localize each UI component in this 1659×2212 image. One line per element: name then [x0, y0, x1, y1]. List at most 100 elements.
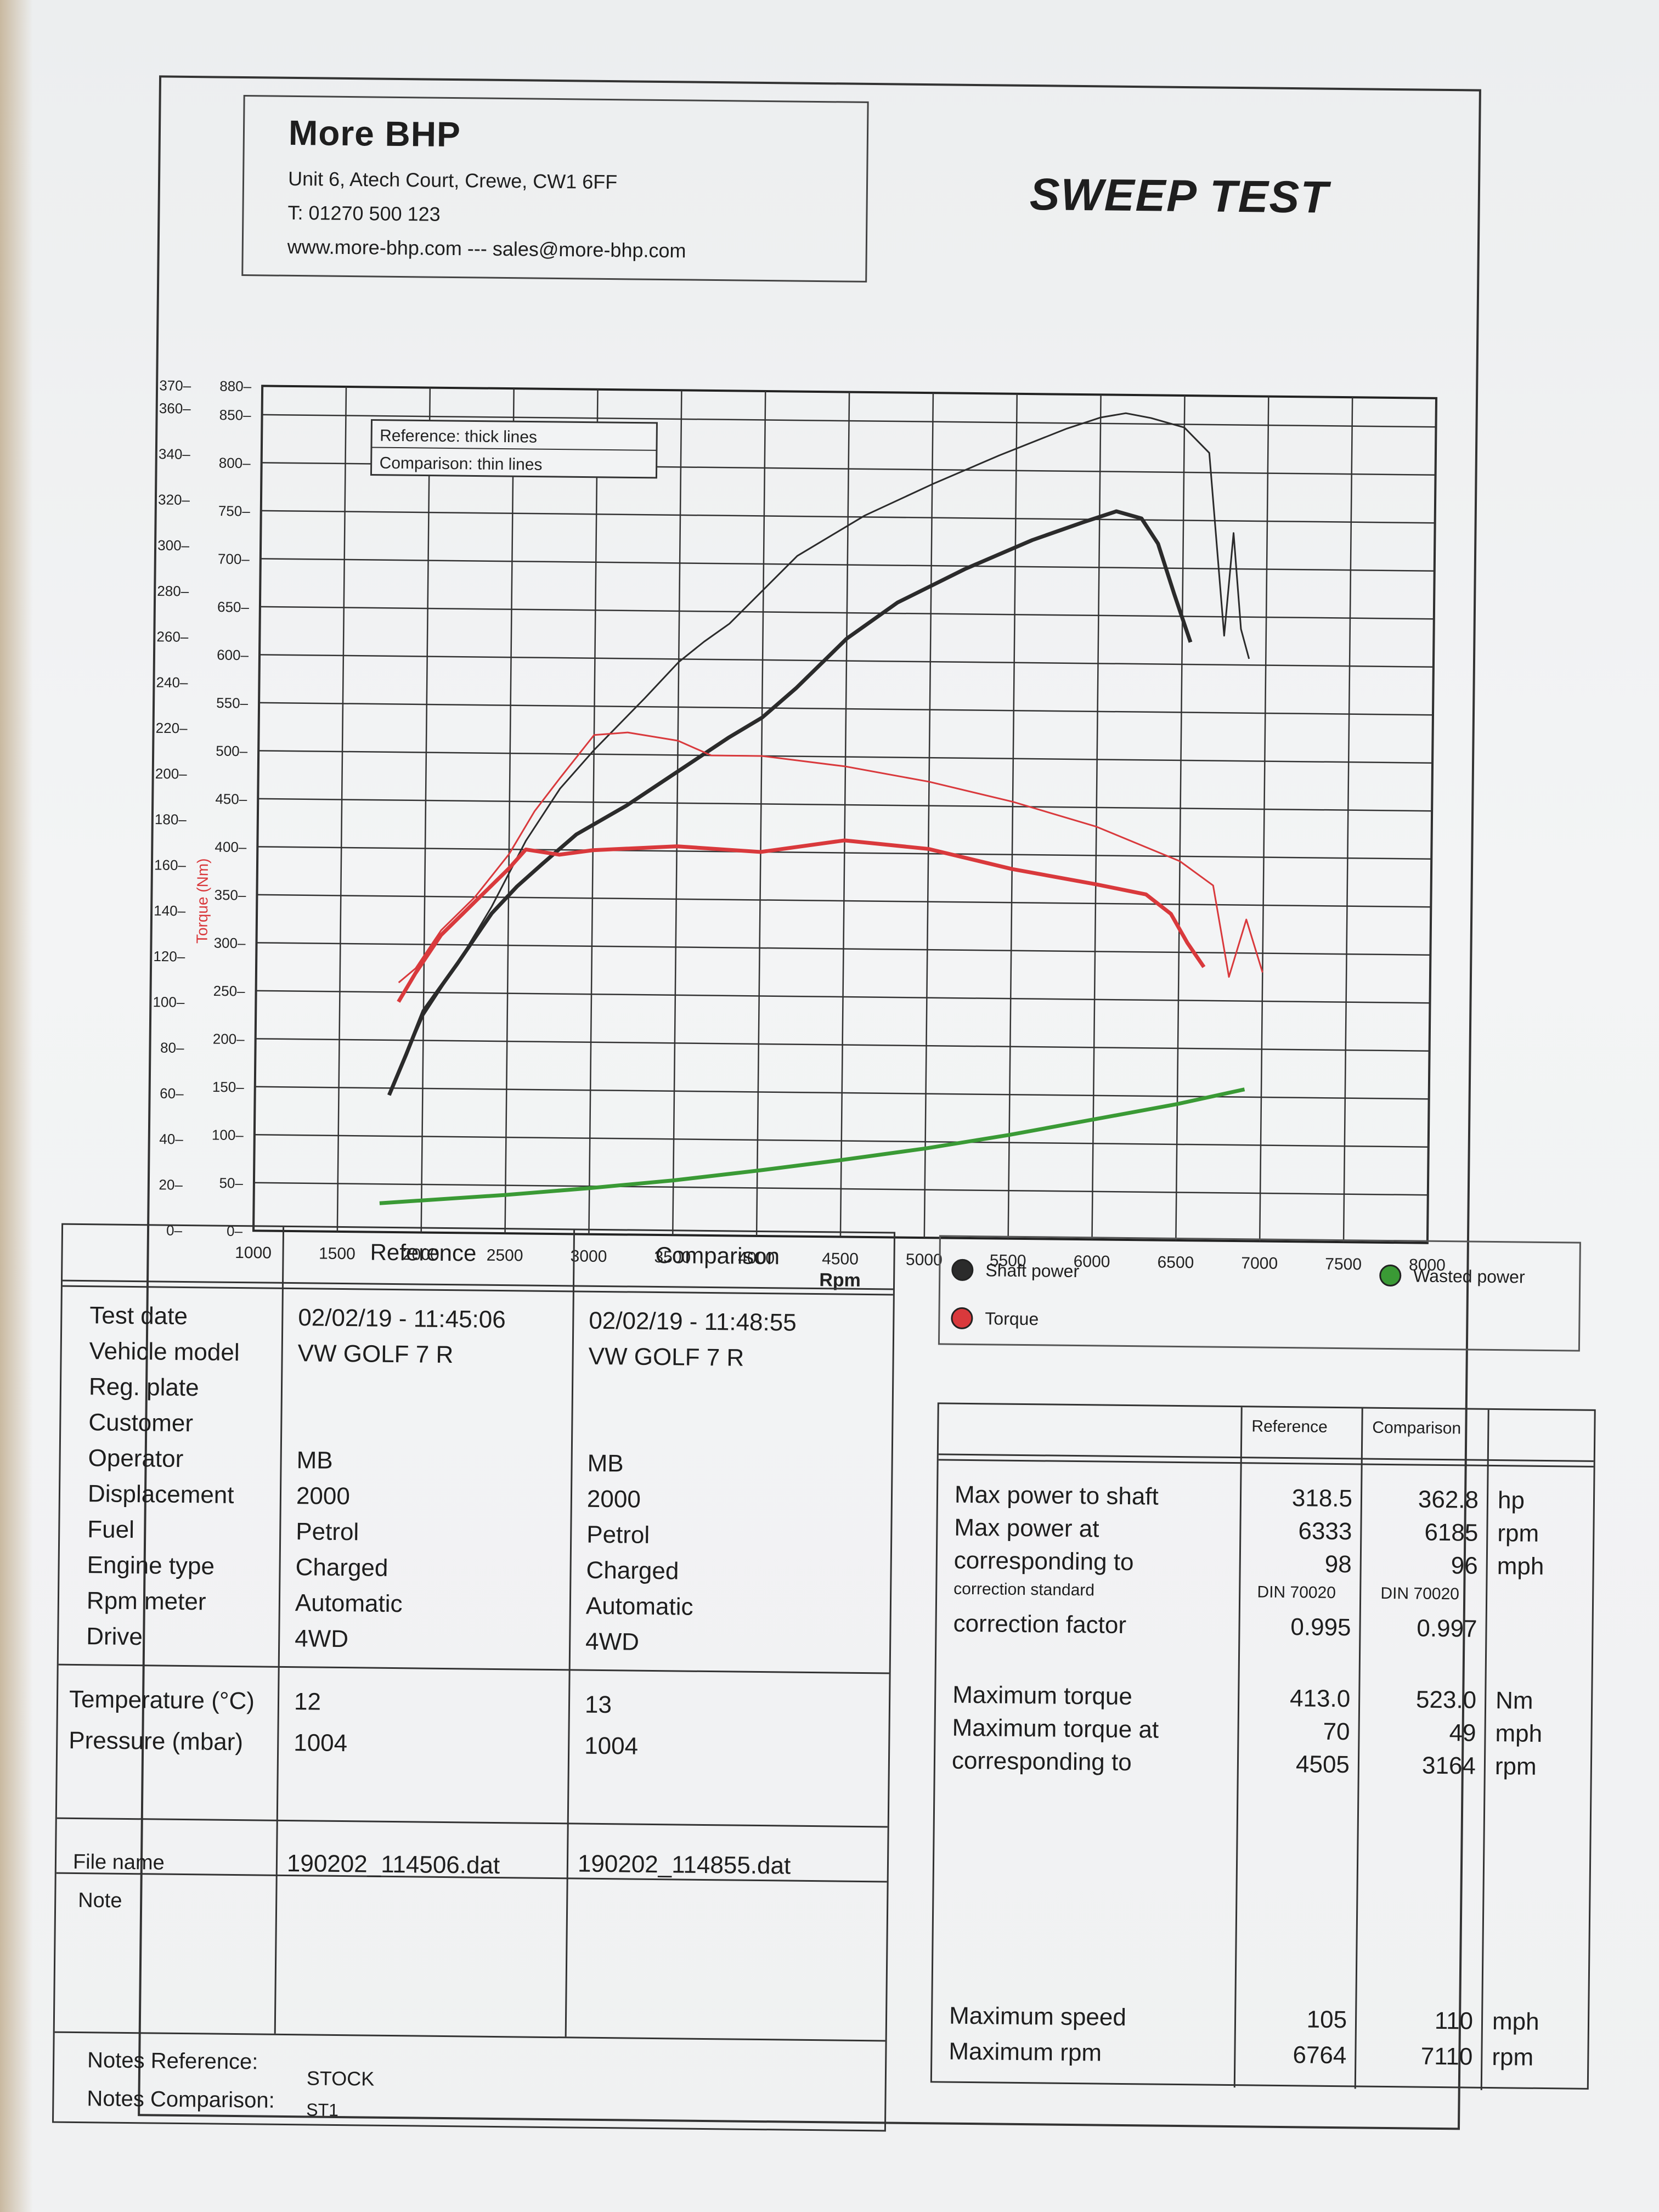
result-reference: 6764 [1293, 2041, 1347, 2069]
notes-comparison-label: Notes Comparison: [87, 2086, 275, 2113]
left-row-comparison: VW GOLF 7 R [588, 1342, 744, 1372]
y-gridline [258, 750, 1433, 764]
left-row-comparison: Charged [586, 1556, 679, 1585]
x-tick-label: 6500 [1157, 1254, 1194, 1272]
result-label: corresponding to [951, 1747, 1132, 1776]
power-tick-label: 360– [159, 400, 191, 417]
note-comparison-thin: Comparison: thin lines [380, 454, 543, 474]
power-tick-label: 320– [158, 492, 190, 509]
result-reference: 6333 [1298, 1517, 1352, 1545]
result-label: correction standard [953, 1579, 1095, 1600]
left-row-label: Rpm meter [86, 1587, 206, 1616]
power-tick-label: 260– [156, 628, 189, 645]
power-tick-label: 40– [159, 1131, 183, 1147]
wasted-power-thick-line [379, 1087, 1245, 1205]
note-reference-thick: Reference: thick lines [380, 427, 537, 447]
left-col-comparison: Comparison [655, 1242, 780, 1269]
result-comparison: 362.8 [1418, 1486, 1479, 1514]
result-label: Maximum speed [949, 2002, 1127, 2032]
left-row-label: Fuel [87, 1516, 135, 1544]
power-tick-label: 100– [153, 994, 185, 1011]
x-tick-label: 5000 [906, 1251, 943, 1269]
x-tick-label: 1500 [319, 1245, 356, 1263]
legend-shaft-power-label: Shaft power [985, 1260, 1080, 1281]
left-row-label: Drive [86, 1623, 143, 1651]
torque-tick-label: 350– [214, 887, 246, 904]
result-comparison: 523.0 [1415, 1686, 1477, 1714]
torque-tick-label: 600– [217, 647, 249, 664]
y-gridline [259, 702, 1433, 716]
results-table: Reference Comparison Max power to shaft 3… [930, 1402, 1596, 2090]
x-tick-label: 2500 [487, 1246, 523, 1265]
left-row-reference: 02/02/19 - 11:45:06 [298, 1304, 506, 1334]
left-row-reference: 4WD [294, 1625, 349, 1653]
series-legend: Shaft power Torque Wasted power [938, 1235, 1581, 1352]
company-web: www.more-bhp.com --- sales@more-bhp.com [287, 235, 686, 262]
left-row-reference: MB [296, 1447, 333, 1474]
result-reference: 318.5 [1291, 1485, 1353, 1513]
torque-tick-label: 150– [212, 1079, 245, 1096]
legend-torque-label: Torque [985, 1308, 1039, 1329]
x-gridline [252, 386, 263, 1231]
left-row-reference: Automatic [295, 1589, 403, 1618]
shaft-power-swatch [951, 1259, 974, 1282]
result-reference: DIN 70020 [1257, 1583, 1336, 1602]
x-tick-label: 7500 [1325, 1255, 1362, 1274]
company-phone: T: 01270 500 123 [287, 201, 441, 225]
y-gridline [258, 798, 1432, 812]
left-row-reference: 2000 [296, 1482, 351, 1510]
y-gridline [255, 1038, 1430, 1052]
power-tick-label: 0– [166, 1222, 183, 1239]
legend-torque: Torque [951, 1307, 1039, 1330]
result-reference: 4505 [1295, 1751, 1350, 1779]
test-type-title: SWEEP TEST [1029, 170, 1329, 223]
torque-tick-label: 450– [215, 791, 247, 808]
result-label: Maximum torque at [952, 1714, 1159, 1743]
paper-shadow [0, 0, 33, 2212]
result-reference: 105 [1306, 2006, 1347, 2034]
result-unit: hp [1497, 1487, 1525, 1514]
result-reference: 70 [1323, 1718, 1350, 1746]
result-label: Maximum torque [952, 1681, 1133, 1711]
left-row-comparison: MB [587, 1449, 624, 1477]
result-unit: mph [1495, 1720, 1543, 1747]
result-comparison: 49 [1449, 1719, 1476, 1747]
y-gridline [254, 1134, 1429, 1148]
power-tick-label: 120– [153, 948, 185, 965]
result-label: Max power at [954, 1514, 1099, 1543]
torque-swatch [951, 1307, 973, 1330]
x-tick-label: 7000 [1241, 1254, 1278, 1273]
power-tick-label: 180– [155, 811, 187, 828]
legend-wasted-power: Wasted power [1379, 1264, 1525, 1288]
x-tick-label: 2000 [403, 1245, 439, 1264]
env-reference: 1004 [293, 1729, 348, 1757]
x-gridline [1259, 396, 1269, 1242]
x-gridline [1426, 398, 1437, 1243]
power-tick-label: 20– [159, 1176, 183, 1193]
x-gridline [1007, 393, 1018, 1239]
left-row-comparison: 02/02/19 - 11:48:55 [589, 1307, 797, 1336]
torque-tick-label: 880– [219, 378, 252, 395]
y-gridline [257, 894, 1431, 908]
y-gridline [260, 558, 1435, 572]
left-row-label: Operator [88, 1444, 184, 1472]
result-comparison: 6185 [1424, 1519, 1479, 1547]
y-gridline [253, 1182, 1428, 1196]
result-unit: rpm [1494, 1753, 1537, 1780]
torque-tick-label: 700– [218, 551, 250, 568]
dyno-report: More BHP Unit 6, Atech Court, Crewe, CW1… [52, 75, 1596, 2132]
result-comparison: 0.997 [1417, 1615, 1477, 1643]
power-tick-label: 60– [160, 1085, 184, 1102]
x-tick-label: 3000 [570, 1247, 607, 1266]
left-row-reference: VW GOLF 7 R [297, 1340, 454, 1369]
result-label: Max power to shaft [954, 1481, 1159, 1510]
x-tick-label: 4500 [822, 1250, 859, 1268]
y-gridline [255, 1086, 1429, 1100]
result-reference: 98 [1324, 1550, 1352, 1578]
x-tick-label: 8000 [1409, 1256, 1446, 1274]
x-gridline [1175, 395, 1186, 1240]
company-header: More BHP Unit 6, Atech Court, Crewe, CW1… [241, 94, 869, 283]
torque-thick-line [397, 838, 1206, 1003]
y-gridline [259, 654, 1434, 668]
left-row-label: Displacement [87, 1480, 234, 1509]
